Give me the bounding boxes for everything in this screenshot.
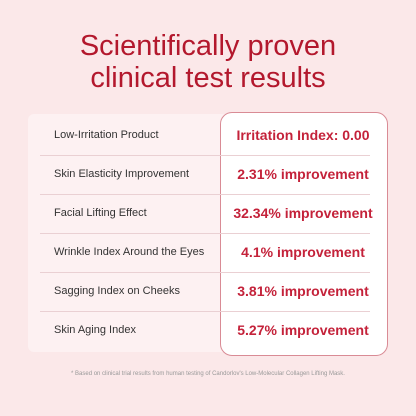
row-result: 5.27% improvement: [237, 322, 369, 338]
table-row: Low-Irritation Product Irritation Index: …: [28, 116, 386, 155]
title-line: clinical test results: [90, 62, 326, 94]
row-separator: [40, 311, 370, 312]
row-label: Facial Lifting Effect: [54, 207, 147, 219]
table-row: Sagging Index on Cheeks 3.81% improvement: [28, 272, 386, 311]
row-label: Low-Irritation Product: [54, 129, 159, 141]
table-row: Facial Lifting Effect 32.34% improvement: [28, 194, 386, 233]
title-line: Scientifically proven: [79, 30, 337, 62]
row-label: Skin Elasticity Improvement: [54, 168, 190, 180]
table-row: Skin Aging Index 5.27% improvement: [28, 311, 386, 350]
result-panel: [220, 112, 388, 356]
row-result: 2.31% improvement: [237, 166, 369, 182]
row-result: Irritation Index: 0.00: [236, 127, 370, 143]
row-label: Wrinkle Index Around the Eyes: [54, 246, 205, 258]
row-separator: [40, 194, 370, 195]
row-result: 3.81% improvement: [237, 283, 369, 299]
table-row: Skin Elasticity Improvement 2.31% improve…: [28, 155, 386, 194]
row-separator: [40, 233, 370, 234]
row-label: Skin Aging Index: [54, 324, 136, 336]
row-label: Sagging Index on Cheeks: [54, 285, 180, 297]
row-separator: [40, 155, 370, 156]
row-result: 32.34% improvement: [233, 205, 373, 221]
row-separator: [40, 272, 370, 273]
table-row: Wrinkle Index Around the Eyes 4.1% improv…: [28, 233, 386, 272]
footnote: * Based on clinical trial results from h…: [71, 371, 345, 377]
row-result: 4.1% improvement: [241, 244, 365, 260]
